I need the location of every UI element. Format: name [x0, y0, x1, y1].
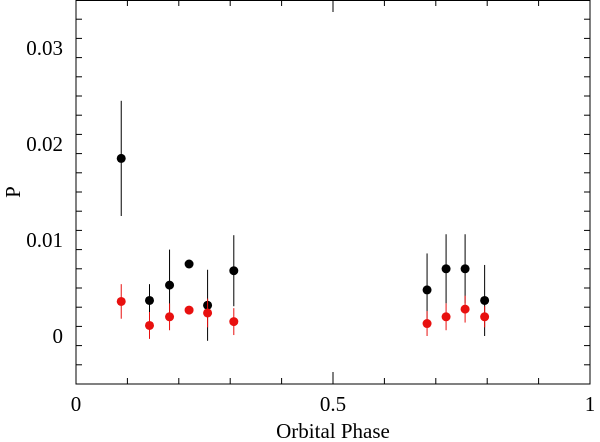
- data-series: [116, 100, 490, 341]
- data-point: [480, 295, 490, 305]
- data-point: [116, 296, 126, 306]
- y-tick-label: 0: [53, 324, 64, 348]
- data-point: [165, 312, 175, 322]
- data-point: [422, 319, 432, 329]
- x-tick-label: 0.5: [320, 392, 346, 416]
- data-point: [145, 295, 155, 305]
- y-axis-ticks: 0 0.01 0.02 0.03: [26, 0, 590, 385]
- data-point: [145, 320, 155, 330]
- data-point: [229, 266, 239, 276]
- data-point: [422, 285, 432, 295]
- data-point: [460, 304, 470, 314]
- data-point: [441, 312, 451, 322]
- x-axis-ticks: 0 0.5 1: [71, 0, 596, 416]
- x-axis-label: Orbital Phase: [276, 419, 390, 442]
- data-point: [184, 305, 194, 315]
- series-2: [116, 284, 490, 339]
- data-point: [116, 153, 126, 163]
- data-point: [203, 308, 213, 318]
- y-tick-label: 0.01: [26, 228, 63, 252]
- data-point: [184, 259, 194, 269]
- data-point: [441, 264, 451, 274]
- x-tick-label: 1: [585, 392, 596, 416]
- x-tick-label: 0: [71, 392, 82, 416]
- y-tick-label: 0.02: [26, 132, 63, 156]
- data-point: [165, 280, 175, 290]
- data-point: [480, 312, 490, 322]
- y-tick-label: 0.03: [26, 36, 63, 60]
- data-point: [460, 264, 470, 274]
- series-1: [116, 100, 490, 341]
- data-point: [229, 317, 239, 327]
- y-axis-label: P: [1, 186, 25, 198]
